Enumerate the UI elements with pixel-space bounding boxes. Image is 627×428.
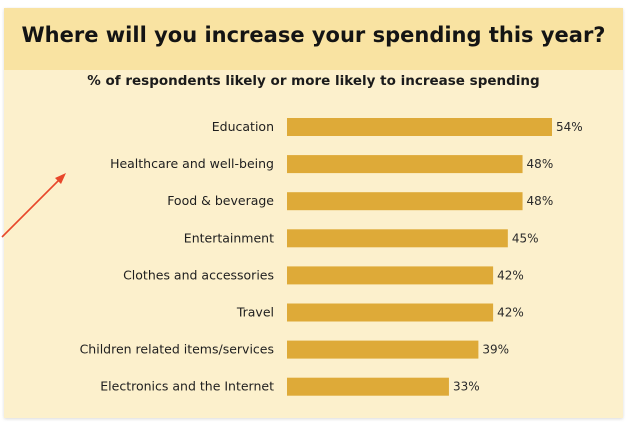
annotation-arrow-icon <box>0 0 627 428</box>
